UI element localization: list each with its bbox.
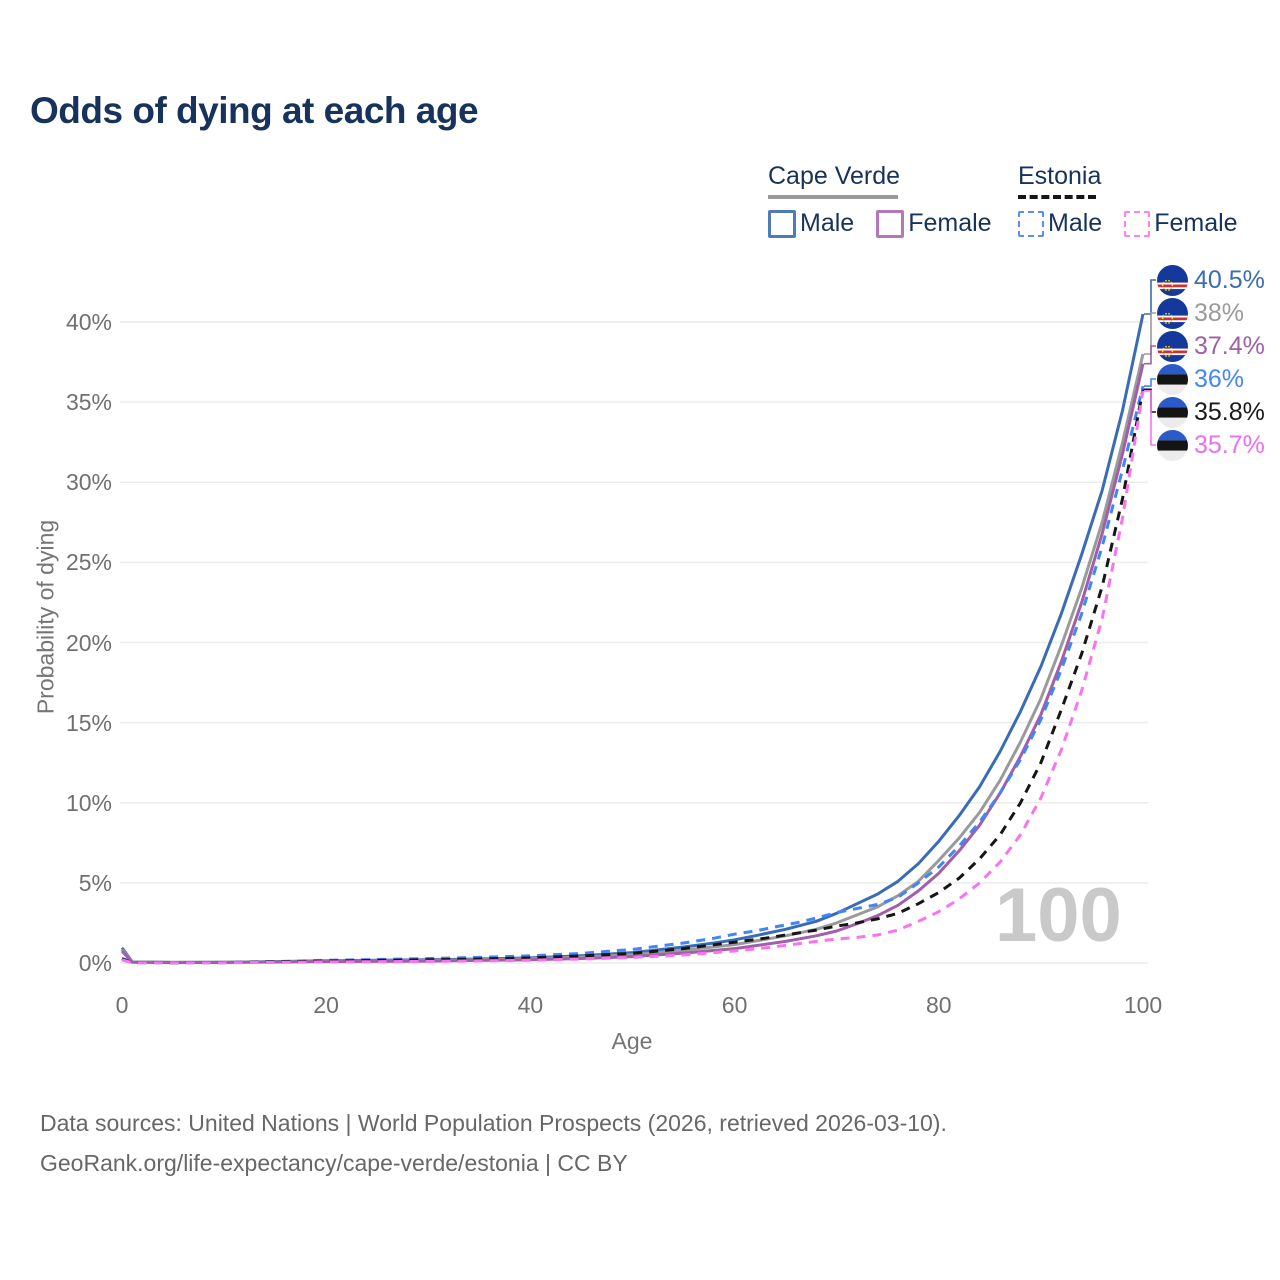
series-line-estonia-male — [121, 385, 1145, 965]
x-tick-label: 80 — [926, 992, 952, 1018]
legend-label-cape-verde-male: Male — [800, 209, 855, 237]
legend-swatch-cape-verde-male-icon — [768, 209, 796, 238]
x-tick-label: 60 — [721, 992, 748, 1018]
y-tick-label: 15% — [65, 709, 112, 736]
end-value-label: 40.5% — [1194, 265, 1265, 294]
footer-attribution: GeoRank.org/life-expectancy/cape-verde/e… — [40, 1150, 628, 1176]
end-label-leader — [1144, 312, 1156, 355]
end-label-leader — [1144, 388, 1156, 413]
end-label-row: 38% — [1157, 297, 1244, 330]
end-value-label: 35.7% — [1194, 430, 1265, 459]
y-tick-label: 10% — [65, 789, 112, 816]
legend-title-cape-verde: Cape Verde — [768, 162, 901, 190]
legend-label-estonia-female: Female — [1154, 209, 1238, 237]
x-tick-label: 40 — [517, 992, 544, 1018]
cape-verde-flag-icon — [1157, 297, 1188, 329]
legend-item-estonia-male[interactable]: Male — [1018, 209, 1102, 238]
legend-swatch-cape-verde-female-icon — [876, 209, 905, 238]
x-axis-title: Age — [611, 1028, 653, 1054]
legend-label-estonia-male: Male — [1048, 209, 1103, 237]
estonia-flag-icon — [1157, 363, 1188, 395]
y-tick-label: 20% — [65, 629, 112, 656]
legend-label-cape-verde-female: Female — [908, 209, 992, 237]
y-axis-title: Probability of dying — [32, 519, 59, 715]
legend-item-estonia-female[interactable]: Female — [1124, 209, 1238, 238]
series-line-cape-verde-male — [120, 313, 1145, 964]
series-line-estonia-female — [121, 390, 1145, 965]
end-value-label: 35.8% — [1194, 397, 1265, 426]
end-label-row: 37.4% — [1157, 330, 1265, 363]
end-label-leader — [1144, 279, 1156, 315]
y-tick-label: 0% — [78, 950, 112, 976]
cape-verde-flag-icon — [1157, 330, 1188, 362]
end-label-row: 36% — [1157, 363, 1244, 396]
legend-group-estonia: Estonia Male Female — [1018, 162, 1260, 238]
legend-underline-cape-verde — [768, 195, 898, 199]
y-tick-label: 35% — [65, 389, 112, 416]
estonia-flag-icon — [1157, 429, 1188, 461]
legend-swatch-estonia-female-icon — [1124, 210, 1151, 237]
end-label-row: 40.5% — [1157, 264, 1265, 297]
age-counter-watermark: 100 — [995, 873, 1122, 958]
end-label-leader — [1144, 345, 1156, 365]
legend-item-cape-verde-male[interactable]: Male — [768, 209, 854, 238]
x-tick-label: 20 — [313, 992, 339, 1018]
y-tick-label: 30% — [65, 469, 112, 496]
end-label-row: 35.7% — [1157, 429, 1265, 462]
page-title: Odds of dying at each age — [30, 90, 479, 131]
series-line-estonia-both-sexes — [121, 389, 1145, 965]
legend-underline-estonia — [1018, 195, 1096, 199]
x-tick-label: 100 — [1123, 992, 1163, 1018]
end-label-leader — [1144, 378, 1156, 387]
footer-sources: Data sources: United Nations | World Pop… — [40, 1110, 947, 1136]
legend-swatch-estonia-male-icon — [1018, 210, 1044, 237]
legend-title-estonia: Estonia — [1018, 162, 1102, 190]
y-tick-label: 25% — [65, 549, 112, 576]
end-label-leader — [1144, 390, 1156, 446]
estonia-flag-icon — [1157, 396, 1188, 428]
end-value-label: 37.4% — [1194, 331, 1265, 360]
cape-verde-flag-icon — [1157, 264, 1188, 296]
legend-group-cape-verde: Cape Verde Male Female — [768, 162, 1014, 238]
legend-item-cape-verde-female[interactable]: Female — [876, 209, 992, 238]
y-tick-label: 5% — [78, 869, 112, 896]
end-label-row: 35.8% — [1157, 396, 1265, 429]
x-tick-label: 0 — [115, 992, 129, 1018]
end-value-label: 38% — [1194, 298, 1245, 327]
y-tick-label: 40% — [65, 309, 112, 335]
end-value-label: 36% — [1194, 364, 1245, 393]
